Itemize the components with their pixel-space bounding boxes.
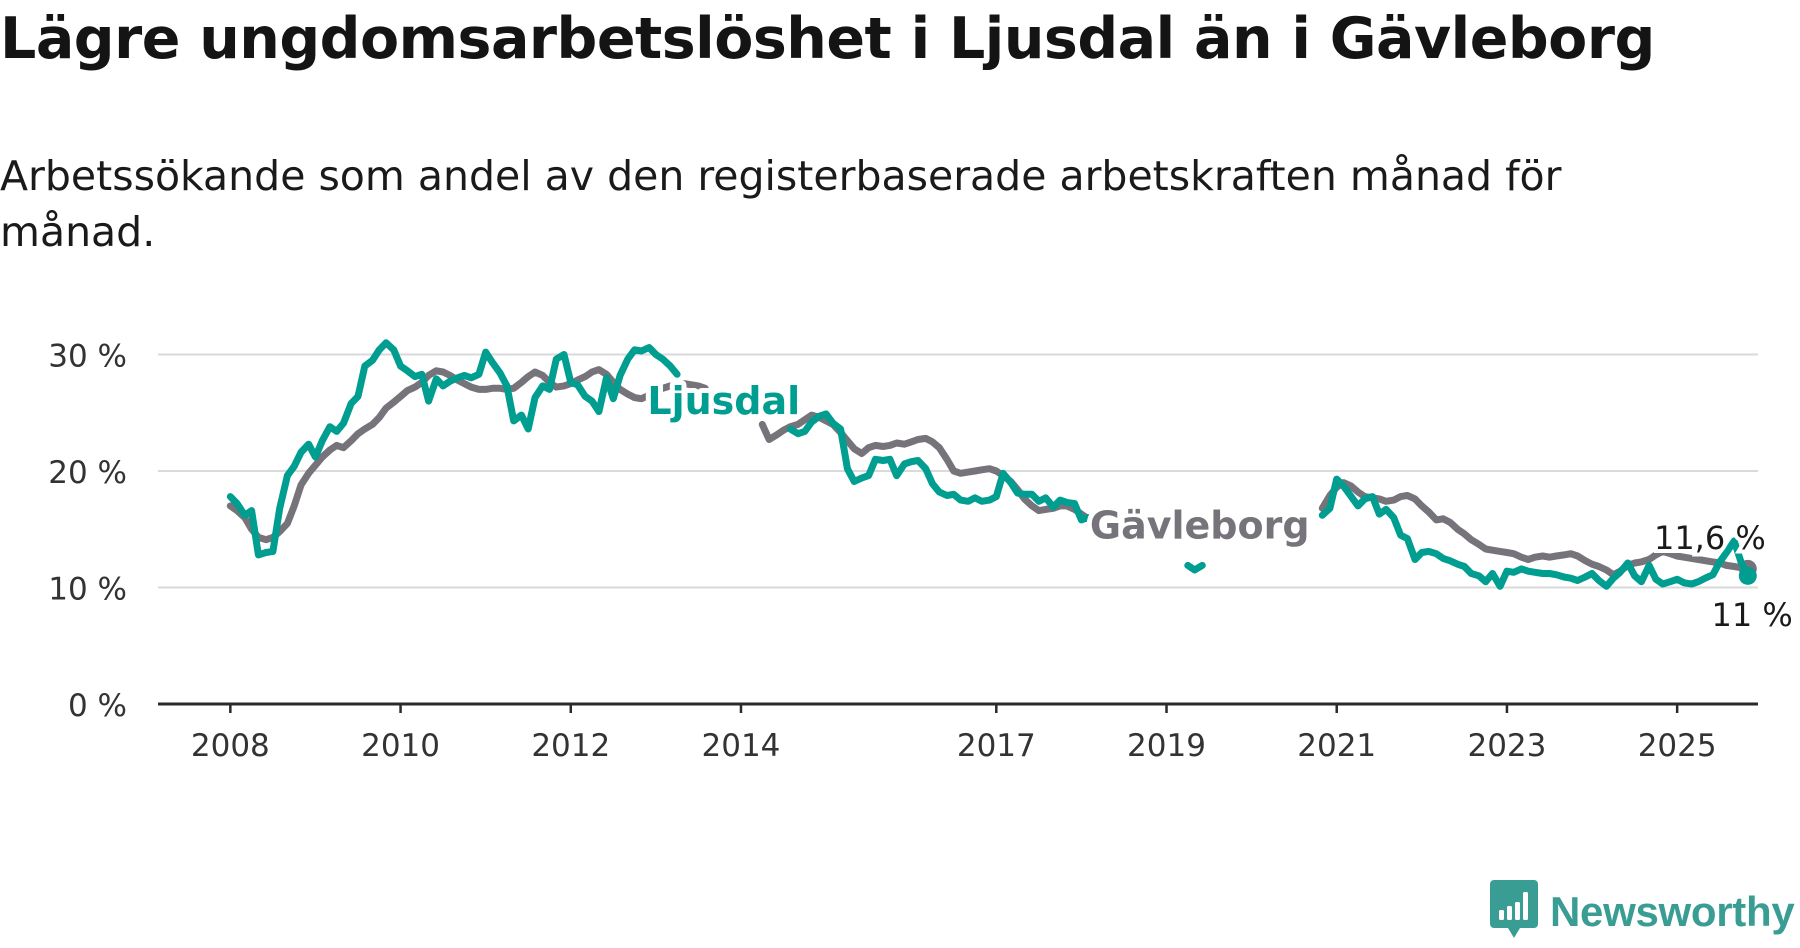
series-line-ljusdal <box>786 410 1092 524</box>
x-tick-label: 2023 <box>1467 728 1546 764</box>
series-line-ljusdal <box>1184 561 1206 574</box>
y-tick-label: 10 % <box>48 571 127 607</box>
newsworthy-brand-name: Newsworthy <box>1550 888 1795 935</box>
chart-title: Lägre ungdomsarbetslöshet i Ljusdal än i… <box>0 6 1655 72</box>
y-tick-label: 30 % <box>48 338 127 374</box>
newsworthy-logo-icon <box>1490 880 1538 938</box>
x-tick-label: 2008 <box>191 728 270 764</box>
series-line-g-vleborg <box>1318 479 1752 579</box>
end-point-ljusdal <box>1738 566 1757 585</box>
y-axis-tick-labels: 0 % 10 % 20 % 30 % <box>48 338 127 724</box>
series-line-g-vleborg <box>226 366 709 544</box>
x-axis: 2008 2010 2012 2014 2017 2019 2021 2023 2025 <box>158 702 1758 764</box>
series-lines <box>226 339 1757 590</box>
x-tick-label: 2021 <box>1297 728 1376 764</box>
y-tick-label: 20 % <box>48 455 127 491</box>
y-tick-label: 0 % <box>68 688 127 724</box>
newsworthy-logo[interactable]: Newsworthy <box>1490 880 1795 944</box>
series-labels: Gävleborg Ljusdal 11,6 % 11 % <box>642 374 1796 638</box>
series-label-ljusdal: Ljusdal <box>647 379 800 423</box>
x-tick-label: 2017 <box>957 728 1036 764</box>
x-tick-label: 2012 <box>531 728 610 764</box>
end-value-label-g-vleborg: 11,6 % <box>1654 519 1766 557</box>
series-label-g-vleborg: Gävleborg <box>1090 504 1310 548</box>
series-line-ljusdal <box>1318 475 1752 590</box>
end-value-label-ljusdal: 11 % <box>1711 596 1792 634</box>
chart-subtitle: Arbetssökande som andel av den registerb… <box>0 152 1562 256</box>
x-tick-label: 2025 <box>1638 728 1717 764</box>
x-tick-label: 2010 <box>361 728 440 764</box>
x-tick-label: 2014 <box>702 728 781 764</box>
series-line-ljusdal <box>226 339 681 559</box>
x-tick-label: 2019 <box>1127 728 1206 764</box>
